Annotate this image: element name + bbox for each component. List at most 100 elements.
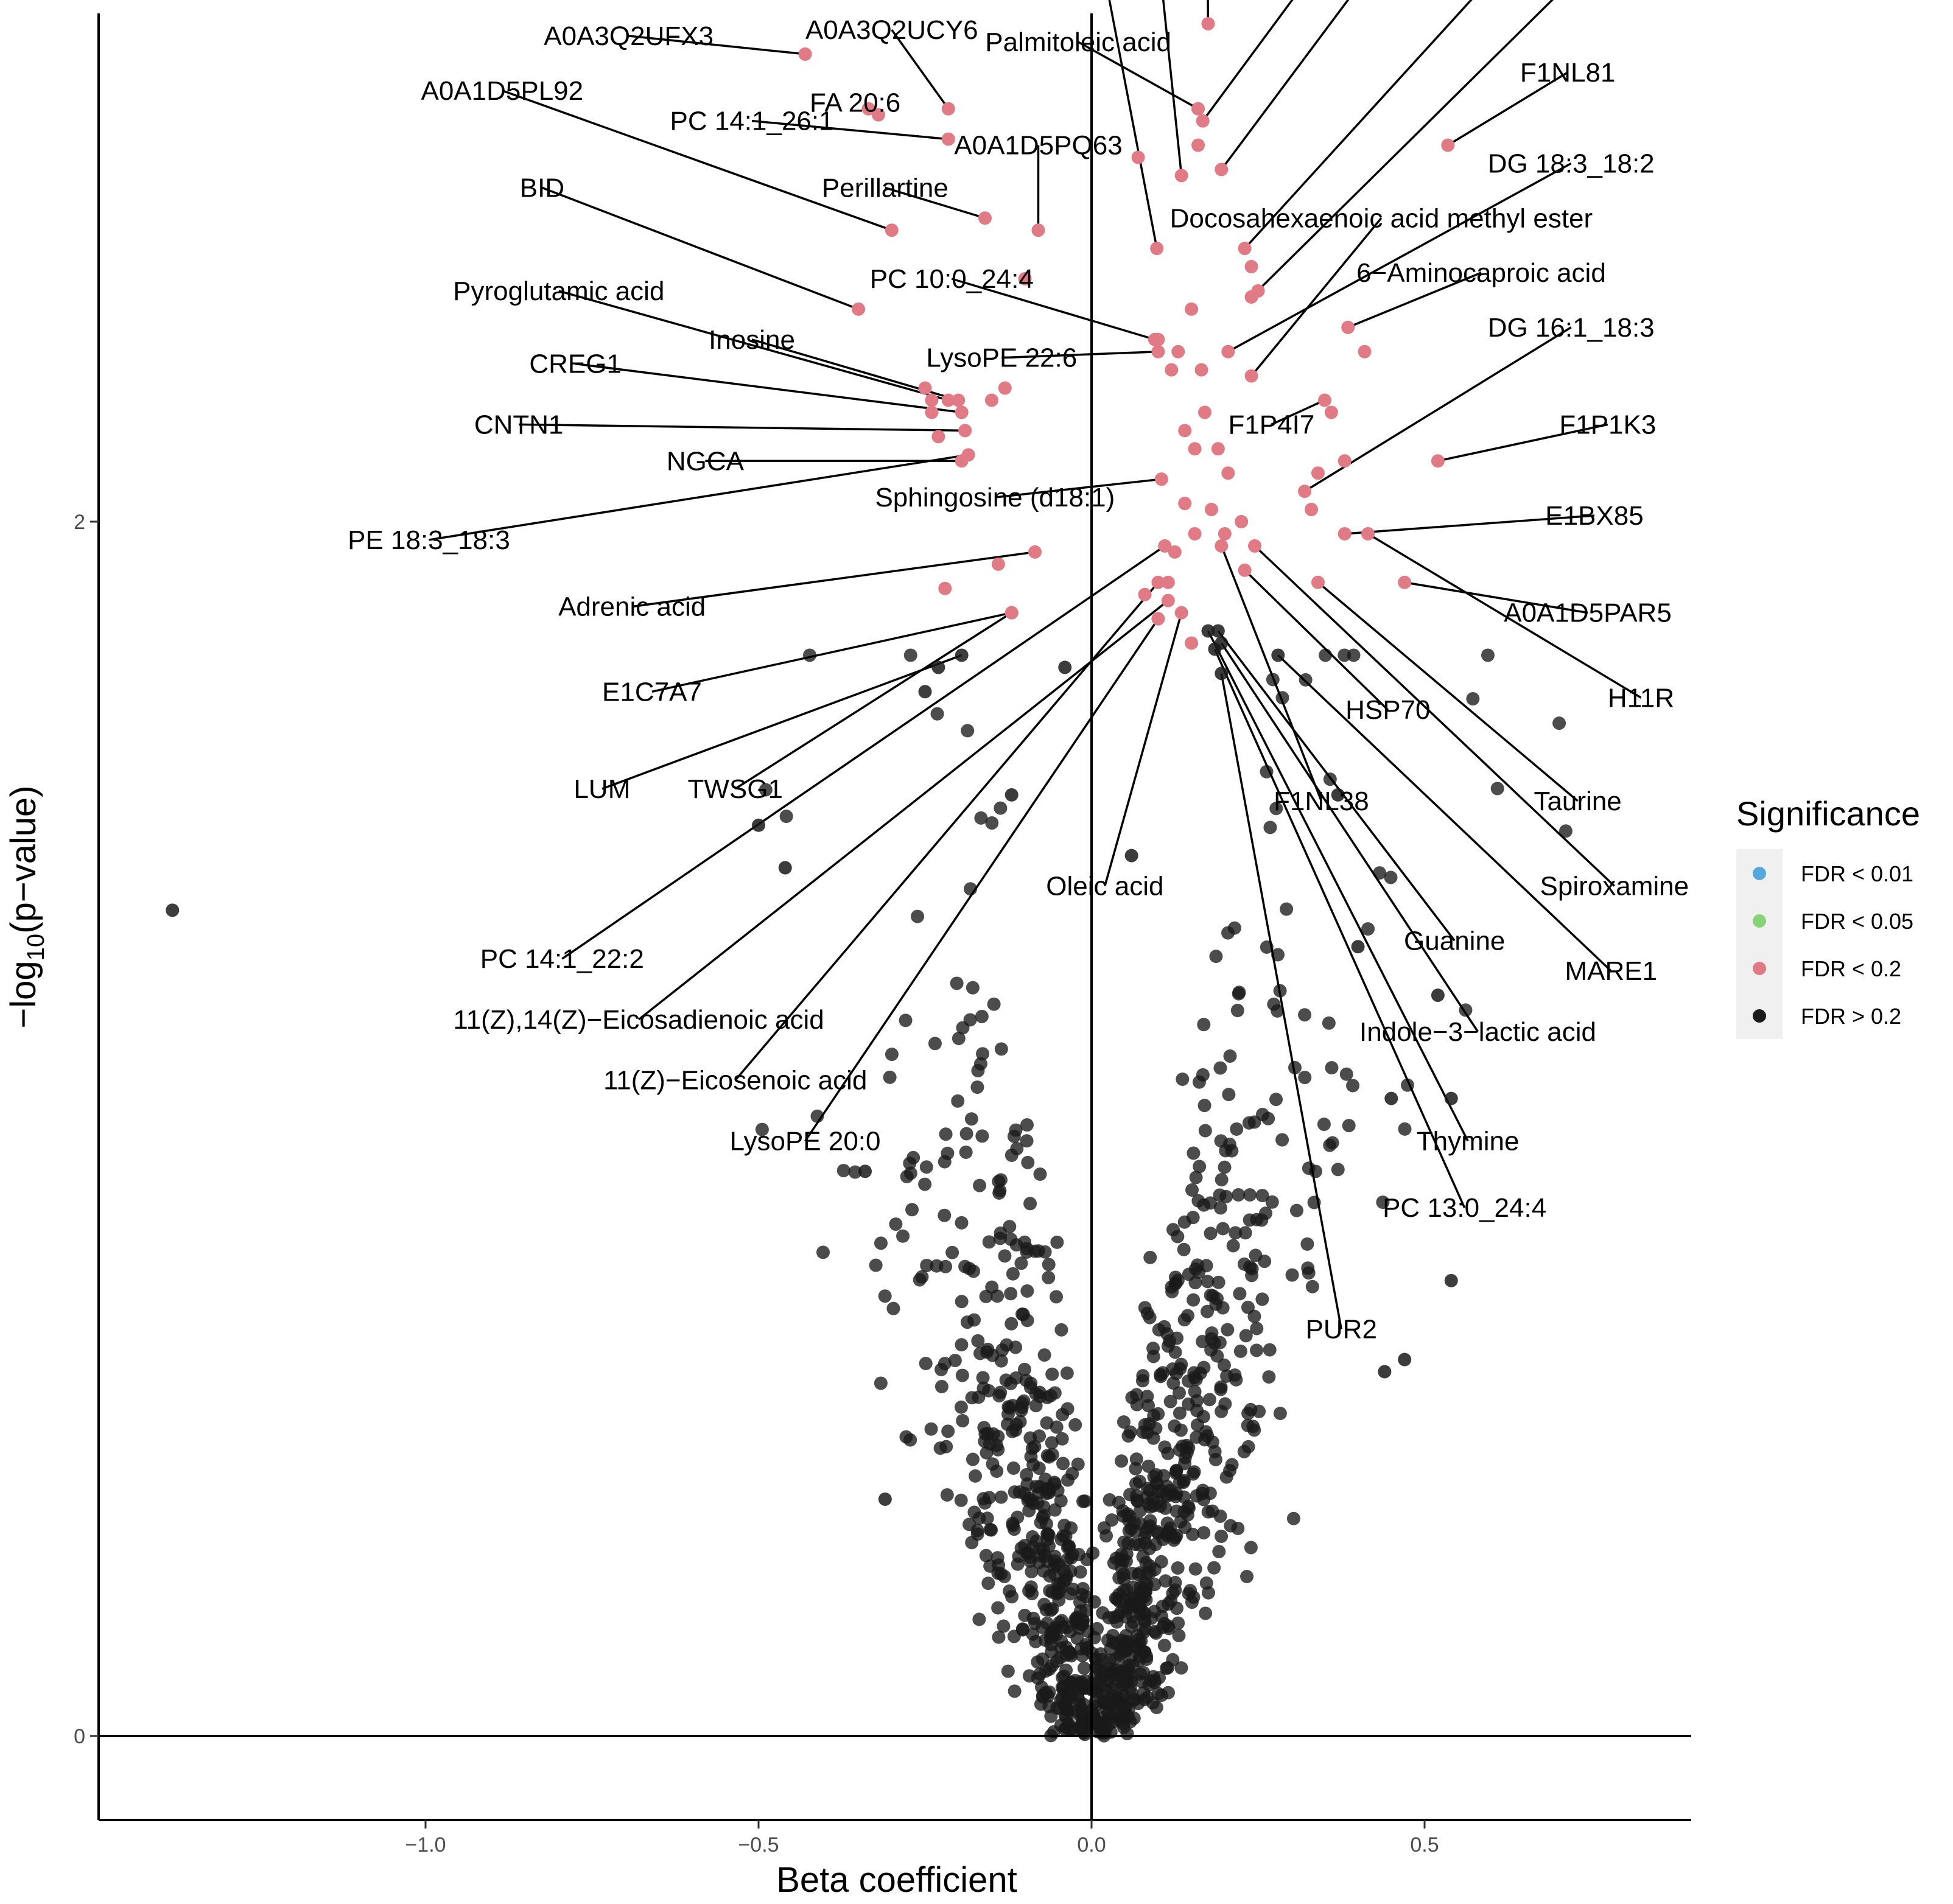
cloud-point xyxy=(1223,1049,1237,1063)
cloud-point xyxy=(1042,1258,1056,1272)
point-label: LysoPE 20:0 xyxy=(730,1126,881,1156)
cloud-point xyxy=(1005,1317,1019,1331)
labeled-point xyxy=(1196,114,1210,128)
cloud-point xyxy=(924,1422,938,1436)
cloud-point xyxy=(966,1452,980,1466)
cloud-point xyxy=(1006,1267,1020,1281)
point-label: E1BX85 xyxy=(1545,501,1643,531)
cloud-point xyxy=(874,1376,888,1390)
leader-line xyxy=(734,581,1159,1081)
point-label: E1C7A7 xyxy=(602,677,702,707)
cloud-point xyxy=(1185,1183,1199,1197)
labeled-point xyxy=(1441,138,1455,152)
data-point xyxy=(1171,345,1185,359)
point-label: LysoPE 22:6 xyxy=(926,343,1077,373)
labeled-point xyxy=(1151,575,1165,589)
point-label: DG 16:1_18:3 xyxy=(1488,313,1655,343)
cloud-point xyxy=(966,981,980,995)
cloud-point xyxy=(1143,1250,1157,1264)
cloud-point xyxy=(1187,1293,1201,1307)
point-label: 6−Aminocaproic acid xyxy=(1356,258,1606,288)
point-label: PC 13:0_24:4 xyxy=(1383,1193,1546,1223)
leader-line xyxy=(804,618,1159,1142)
leader-line xyxy=(628,35,805,55)
leader-line xyxy=(1367,533,1642,699)
leader-line xyxy=(1108,0,1158,249)
cloud-point xyxy=(1120,1643,1134,1657)
cloud-point xyxy=(972,1612,986,1626)
cloud-point xyxy=(1064,1521,1078,1535)
cloud-point xyxy=(948,1354,962,1368)
cloud-point xyxy=(1017,1362,1031,1376)
cloud-point xyxy=(938,1208,952,1222)
leader-line xyxy=(1317,581,1579,802)
cloud-point xyxy=(1221,926,1235,940)
data-point xyxy=(858,1164,872,1178)
cloud-point xyxy=(1346,1079,1360,1093)
cloud-point xyxy=(1106,1636,1120,1650)
data-point xyxy=(1444,1273,1458,1287)
cloud-point xyxy=(994,1490,1008,1504)
point-label: PC 14:1_26:1 xyxy=(670,107,834,136)
y-tick-label: 2 xyxy=(74,511,85,534)
point-label: PUR2 xyxy=(1306,1315,1377,1345)
cloud-point xyxy=(1209,950,1223,964)
cloud-point xyxy=(816,1245,830,1259)
cloud-point xyxy=(1031,1655,1045,1669)
cloud-point xyxy=(1020,1242,1034,1256)
labeled-point xyxy=(1005,606,1019,620)
cloud-point xyxy=(1064,1551,1078,1565)
labeled-point xyxy=(1151,612,1165,626)
cloud-point xyxy=(1193,1160,1207,1174)
cloud-point xyxy=(1004,1287,1018,1301)
point-label: Sphingosine (d18:1) xyxy=(875,483,1115,513)
data-point xyxy=(871,108,885,122)
legend-title: Significance xyxy=(1736,794,1920,833)
cloud-point xyxy=(972,1511,986,1525)
leader-line xyxy=(995,478,1162,499)
cloud-point xyxy=(985,1280,999,1294)
labeled-point xyxy=(1248,539,1262,553)
cloud-point xyxy=(955,1368,969,1382)
cloud-point xyxy=(899,1430,913,1444)
cloud-point xyxy=(1132,1474,1146,1488)
point-label: CNTN1 xyxy=(474,410,564,439)
cloud-point xyxy=(905,1203,919,1217)
cloud-point xyxy=(930,1259,944,1273)
cloud-point xyxy=(759,783,773,797)
point-label: MARE1 xyxy=(1565,956,1658,986)
cloud-point xyxy=(987,997,1001,1011)
cloud-point xyxy=(1221,1323,1235,1337)
nonsignificant-points xyxy=(755,648,1573,1743)
cloud-point xyxy=(1250,1321,1264,1335)
cloud-point xyxy=(1020,1314,1034,1328)
cloud-point xyxy=(1045,1447,1059,1461)
leader-line xyxy=(1250,217,1383,377)
cloud-point xyxy=(1212,1545,1226,1559)
leader-line xyxy=(575,362,962,414)
data-point xyxy=(1124,849,1138,863)
cloud-point xyxy=(1126,1580,1140,1594)
cloud-point xyxy=(1213,1201,1227,1215)
cloud-point xyxy=(1190,1258,1204,1272)
cloud-point xyxy=(1325,1061,1339,1075)
leader-line xyxy=(1344,514,1595,535)
labeled-point xyxy=(885,223,899,237)
point-label: F1NL38 xyxy=(1274,786,1369,816)
cloud-point xyxy=(1176,1072,1190,1086)
cloud-point xyxy=(1053,1650,1067,1664)
cloud-point xyxy=(1255,1189,1269,1203)
legend-label-fdr02: FDR < 0.2 xyxy=(1801,956,1901,981)
cloud-point xyxy=(993,1184,1007,1198)
x-tick-label: 0.0 xyxy=(1077,1833,1106,1857)
cloud-point xyxy=(1552,716,1566,730)
cloud-point xyxy=(1237,1444,1251,1458)
legend-key-fdrns xyxy=(1753,1009,1766,1023)
cloud-point xyxy=(1490,782,1504,796)
cloud-point xyxy=(991,1601,1005,1615)
data-point xyxy=(1161,575,1175,589)
data-point xyxy=(918,381,932,395)
cloud-point xyxy=(1197,1018,1211,1032)
labeled-point xyxy=(1221,345,1235,359)
point-label: A0A3Q2UCY6 xyxy=(805,15,978,45)
